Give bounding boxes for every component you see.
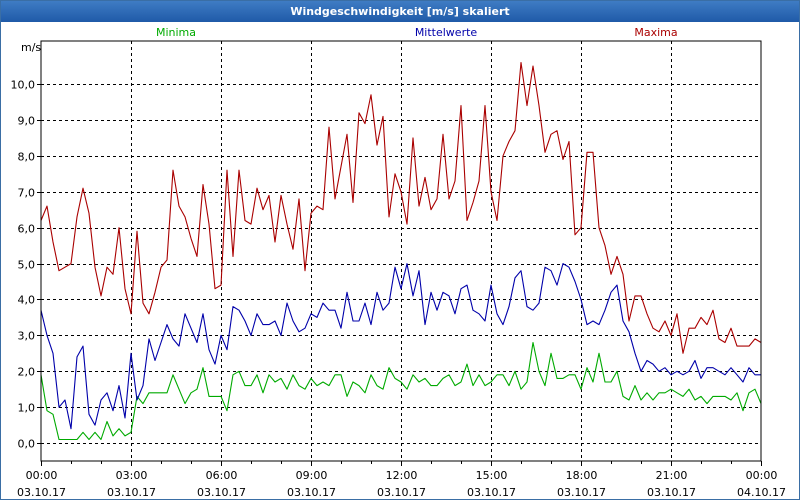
series-line-mittelwerte — [40, 263, 761, 430]
series-line-minima — [40, 341, 762, 441]
y-tick-label: 9,0 — [18, 115, 36, 128]
x-tick-date-label: 03.10.17 — [467, 486, 516, 499]
x-tick-time-label: 06:00 — [206, 469, 238, 482]
x-tick-time-label: 00:00 — [26, 469, 58, 482]
y-tick-label: 8,0 — [18, 151, 36, 164]
y-tick-label: 2,0 — [18, 366, 36, 379]
x-tick-date-label: 03.10.17 — [287, 486, 336, 499]
y-tick-label: 5,0 — [18, 259, 36, 272]
legend-mittelwerte: Mittelwerte — [415, 26, 478, 39]
series-line-maxima — [40, 61, 762, 354]
x-tick-date-label: 03.10.17 — [107, 486, 156, 499]
x-tick-time-label: 21:00 — [656, 469, 688, 482]
x-tick-time-label: 09:00 — [296, 469, 328, 482]
x-tick-date-label: 03.10.17 — [17, 486, 66, 499]
y-axis-unit-label: m/s — [21, 41, 41, 54]
y-tick-label: 10,0 — [11, 79, 36, 92]
y-tick-label: 4,0 — [18, 294, 36, 307]
y-tick-label: 1,0 — [18, 402, 36, 415]
y-tick-label: 0,0 — [18, 438, 36, 451]
chart-title: Windgeschwindigkeit [m/s] skaliert — [1, 1, 799, 22]
x-tick-time-label: 18:00 — [566, 469, 598, 482]
y-tick-label: 7,0 — [18, 187, 36, 200]
x-tick-date-label: 03.10.17 — [377, 486, 426, 499]
x-tick-time-label: 03:00 — [116, 469, 148, 482]
x-tick-time-label: 12:00 — [386, 469, 418, 482]
y-tick-label: 3,0 — [18, 330, 36, 343]
y-tick-label: 6,0 — [18, 223, 36, 236]
x-tick-date-label: 03.10.17 — [197, 486, 246, 499]
x-tick-time-label: 00:00 — [746, 469, 778, 482]
legend-maxima: Maxima — [634, 26, 677, 39]
x-tick-date-label: 04.10.17 — [737, 486, 786, 499]
x-tick-date-label: 03.10.17 — [557, 486, 606, 499]
legend-minima: Minima — [156, 26, 196, 39]
x-tick-date-label: 03.10.17 — [647, 486, 696, 499]
x-tick-time-label: 15:00 — [476, 469, 508, 482]
